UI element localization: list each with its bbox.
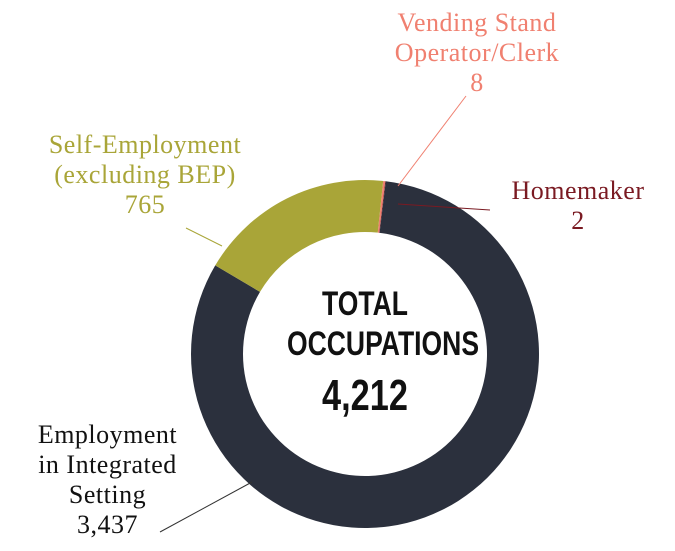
value-label: 8 [470, 68, 484, 97]
center-label: TOTAL OCCUPATIONS [287, 285, 480, 363]
slice-label: Self-Employment (excluding BEP) 765 [5, 130, 285, 220]
slice-label: Homemaker 2 [468, 176, 675, 236]
slice-label: Vending Stand Operator/Clerk 8 [357, 8, 597, 98]
center-total: 4,212 [322, 371, 408, 420]
leader-line [159, 481, 253, 533]
value-label: 3,437 [77, 510, 138, 539]
category-label: Self-Employment (excluding BEP) [48, 130, 242, 189]
leader-line [397, 203, 491, 211]
value-label: 2 [571, 206, 585, 235]
category-label: Homemaker [511, 176, 645, 205]
category-label: Employment in Integrated Setting [37, 420, 178, 509]
category-label: Vending Stand Operator/Clerk [394, 8, 560, 67]
leader-line [397, 95, 467, 187]
donut-slice [377, 180, 386, 233]
donut-slice [215, 179, 384, 292]
donut-slice [191, 181, 539, 528]
donut-slice [379, 181, 386, 233]
value-label: 765 [124, 190, 166, 219]
slice-label: Employment in Integrated Setting 3,437 [35, 420, 180, 540]
leader-line [185, 227, 223, 247]
